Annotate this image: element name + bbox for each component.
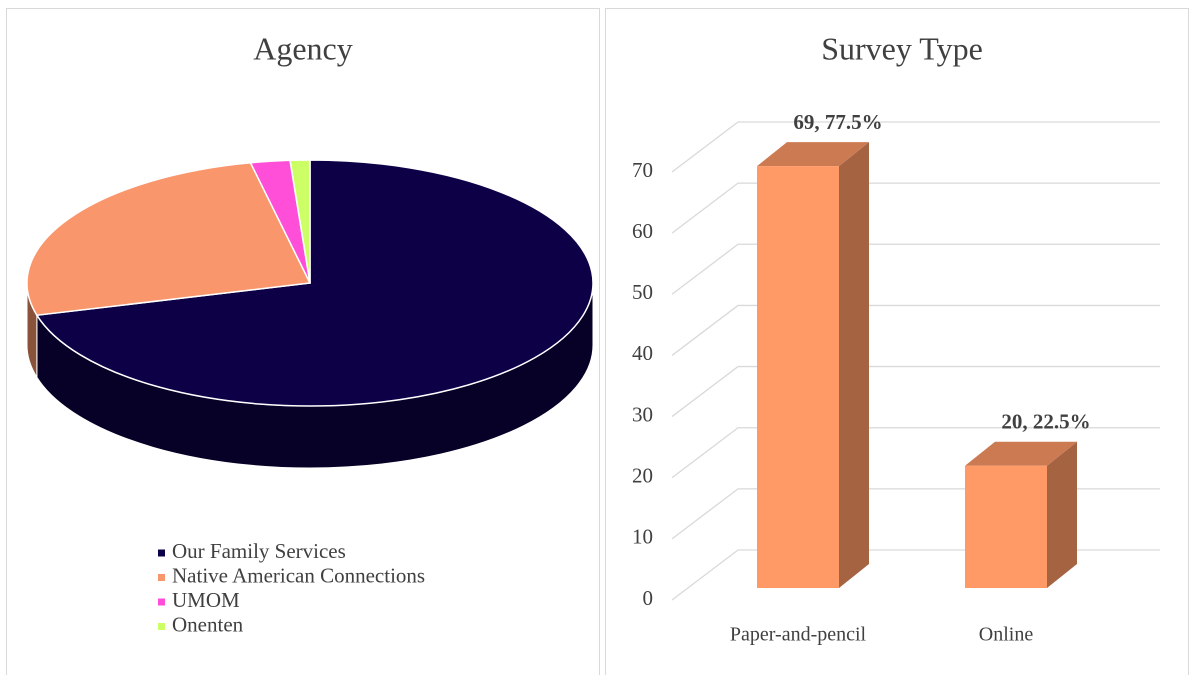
legend-swatch [158, 549, 165, 557]
y-tick-label: 40 [632, 341, 653, 365]
y-tick-label: 0 [643, 586, 654, 610]
grid-line [671, 121, 1160, 173]
pie-slice [289, 159, 311, 284]
pie-slice [35, 159, 594, 407]
y-tick-label: 60 [632, 219, 653, 243]
data-label: 20, 22.5% [1001, 410, 1090, 434]
y-tick-label: 50 [632, 280, 653, 304]
grid-line [671, 488, 1160, 540]
bar-top [757, 142, 869, 167]
bar-top [965, 441, 1077, 466]
bar [965, 465, 1047, 588]
y-tick-label: 70 [632, 158, 653, 182]
bar-side [839, 142, 869, 588]
panel-border [605, 8, 1189, 675]
legend-label: Native American Connections [172, 563, 425, 587]
legend-swatch [158, 623, 165, 630]
bar [757, 166, 839, 588]
grid-line [671, 365, 1160, 418]
y-tick-label: 30 [632, 402, 653, 426]
grid-line [671, 549, 1160, 601]
grid-line [671, 304, 1160, 356]
legend-label: Our Family Services [172, 539, 346, 563]
bar-side [1047, 441, 1077, 588]
legend-swatch [158, 574, 165, 581]
data-label: 69, 77.5% [793, 110, 882, 134]
chart-title: Survey Type [821, 30, 983, 66]
chart-title: Agency [253, 30, 353, 66]
y-tick-label: 20 [632, 464, 653, 488]
legend-label: UMOM [172, 588, 240, 612]
x-tick-label: Paper-and-pencil [730, 624, 867, 646]
legend-label: Onenten [172, 612, 244, 636]
grid-line [671, 243, 1160, 295]
legend-swatch [158, 598, 165, 606]
panel-border [6, 8, 600, 675]
grid-line [671, 427, 1160, 479]
grid-line [671, 182, 1160, 234]
pie-slice [26, 161, 312, 316]
x-tick-label: Online [979, 624, 1034, 646]
y-tick-label: 10 [632, 525, 653, 549]
